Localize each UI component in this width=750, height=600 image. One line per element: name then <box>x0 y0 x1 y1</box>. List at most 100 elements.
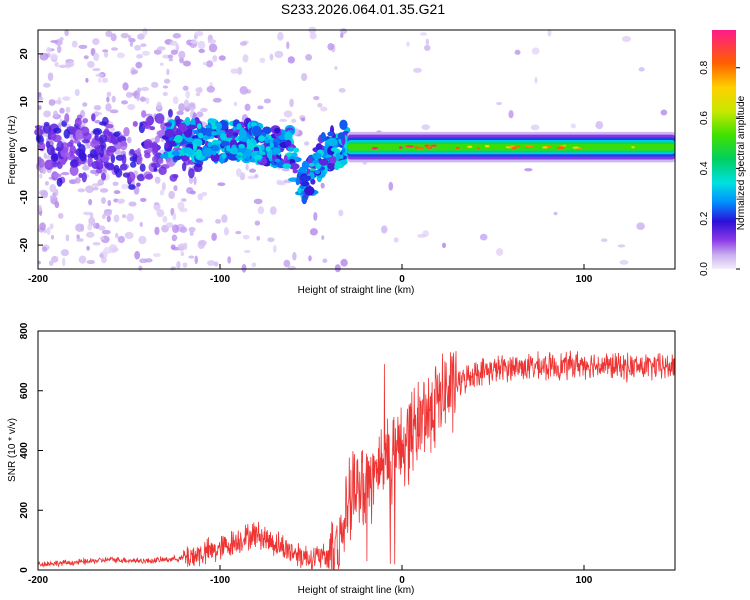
spectrogram-noise-dot <box>93 154 99 161</box>
spectrogram-noise-dot <box>154 113 165 124</box>
spectrogram-noise-dot <box>120 141 128 147</box>
spectrogram-noise-dot <box>76 234 80 240</box>
spectrogram-noise-dot <box>78 44 88 49</box>
spectrogram-noise-dot <box>205 60 214 68</box>
spectrogram-noise-dot <box>54 61 59 67</box>
spectrogram-noise-dot <box>179 207 188 213</box>
spectrogram-blob <box>187 124 197 130</box>
spectrogram-noise-dot <box>144 152 151 159</box>
spectrogram-x-tick-label: 100 <box>576 274 593 285</box>
spectrogram-noise-dot <box>71 40 78 48</box>
spectrogram-noise-dot <box>267 237 275 243</box>
spectrogram-noise-dot <box>82 165 90 171</box>
spectrogram-blob-highlight <box>236 123 242 130</box>
spectrogram-noise-dot <box>119 163 128 171</box>
spectrogram-blob <box>207 118 218 124</box>
spectrogram-ridge-spot <box>455 146 460 150</box>
spectrogram-noise-dot <box>75 223 84 232</box>
spectrogram-ridge-spot <box>467 145 473 149</box>
spectrogram-blob <box>213 140 222 145</box>
spectrogram-noise-dot <box>102 49 109 53</box>
spectrogram-blob <box>327 131 334 137</box>
spectrogram-noise-dot <box>292 252 297 261</box>
spectrogram-noise-dot <box>92 38 100 46</box>
spectrogram-noise-dot <box>44 181 49 186</box>
spectrogram-noise-dot <box>274 50 284 59</box>
spectrogram-y-tick-label: 20 <box>19 48 30 60</box>
spectrogram-noise-dot <box>230 68 239 74</box>
spectrogram-blob-layer <box>159 116 353 205</box>
spectrogram-noise-dot <box>254 173 259 179</box>
spectrogram-noise-dot <box>126 213 134 222</box>
spectrogram-noise-dot <box>496 101 502 106</box>
spectrogram-noise-dot <box>479 233 488 241</box>
spectrogram-noise-dot <box>217 182 226 187</box>
spectrogram-noise-dot <box>196 111 204 118</box>
spectrogram-blob <box>164 122 172 127</box>
spectrogram-noise-dot <box>74 117 82 127</box>
spectrogram-noise-dot <box>140 197 147 202</box>
spectrogram-noise-dot <box>272 244 277 253</box>
spectrogram-noise-dot <box>67 155 76 161</box>
spectrogram-noise-dot <box>64 113 70 124</box>
spectrogram-noise-dot <box>66 60 75 68</box>
spectrogram-blob-highlight <box>269 142 274 149</box>
spectrogram-noise-dot <box>48 99 56 106</box>
spectrogram-blob <box>226 128 234 137</box>
spectrogram-blob-highlight <box>265 146 271 152</box>
spectrogram-noise-dot <box>138 265 143 271</box>
spectrogram-noise-dot <box>263 98 272 104</box>
spectrogram-noise-dot <box>236 168 242 177</box>
spectrogram-ridge-spot <box>484 145 490 148</box>
spectrogram-noise-dot <box>64 29 69 37</box>
spectrogram-noise-dot <box>145 116 153 125</box>
spectrogram-blob <box>184 116 191 126</box>
spectrogram-noise-dot <box>105 162 115 171</box>
spectrogram-noise-dot <box>182 85 189 91</box>
spectrogram-noise-dot <box>136 93 140 102</box>
spectrogram-blob <box>339 119 348 130</box>
spectrogram-noise-dot <box>134 44 142 51</box>
spectrogram-noise-dot <box>59 37 64 41</box>
spectrogram-ridge-layer <box>347 131 675 163</box>
spectrogram-noise-dot <box>235 230 242 235</box>
spectrogram-noise-dot <box>63 129 70 139</box>
spectrogram-blob <box>174 134 183 143</box>
spectrogram-noise-dot <box>178 50 186 60</box>
spectrogram-noise-dot <box>158 166 167 175</box>
spectrogram-noise-dot <box>188 168 195 179</box>
spectrogram-noise-dot <box>283 259 291 268</box>
spectrogram-blob-highlight <box>195 151 202 157</box>
spectrogram-noise-dot <box>43 82 51 88</box>
spectrogram-noise-dot <box>101 229 111 235</box>
colorbar-ticks: 0.0 0.2 0.4 0.6 0.8 <box>699 60 740 276</box>
spectrogram-ridge-spot <box>371 147 377 150</box>
spectrogram-noise-dot <box>106 91 112 97</box>
spectrogram-blob-highlight <box>226 145 231 152</box>
spectrogram-noise-dot <box>195 92 201 97</box>
spectrogram-noise-dot <box>213 261 219 267</box>
spectrogram-noise-dot <box>338 88 346 93</box>
spectrogram-y-label: Frequency (Hz) <box>7 116 18 185</box>
spectrogram-noise-dot <box>89 169 98 175</box>
spectrogram-noise-dot <box>98 134 108 143</box>
spectrogram-noise-dot <box>124 231 134 240</box>
spectrogram-noise-dot <box>81 139 91 144</box>
spectrogram-noise-dot <box>132 121 138 127</box>
spectrogram-noise-dot <box>121 214 127 219</box>
spectrogram-noise-dot <box>421 124 431 130</box>
spectrogram-noise-dot <box>169 40 178 46</box>
spectrogram-blob <box>244 148 253 157</box>
spectrogram-noise-dot <box>239 41 247 46</box>
spectrogram-noise-dot <box>57 213 64 219</box>
spectrogram-noise-dot <box>547 29 552 37</box>
spectrogram-noise-dot <box>156 46 166 51</box>
spectrogram-noise-dot <box>46 226 51 236</box>
spectrogram-noise-dot <box>206 85 216 93</box>
spectrogram-blob <box>282 163 292 169</box>
spectrogram-noise-dot <box>141 50 151 56</box>
spectrogram-noise-dot <box>334 264 341 273</box>
spectrogram-noise-dot <box>496 248 504 256</box>
spectrogram-noise-dot <box>524 168 533 172</box>
